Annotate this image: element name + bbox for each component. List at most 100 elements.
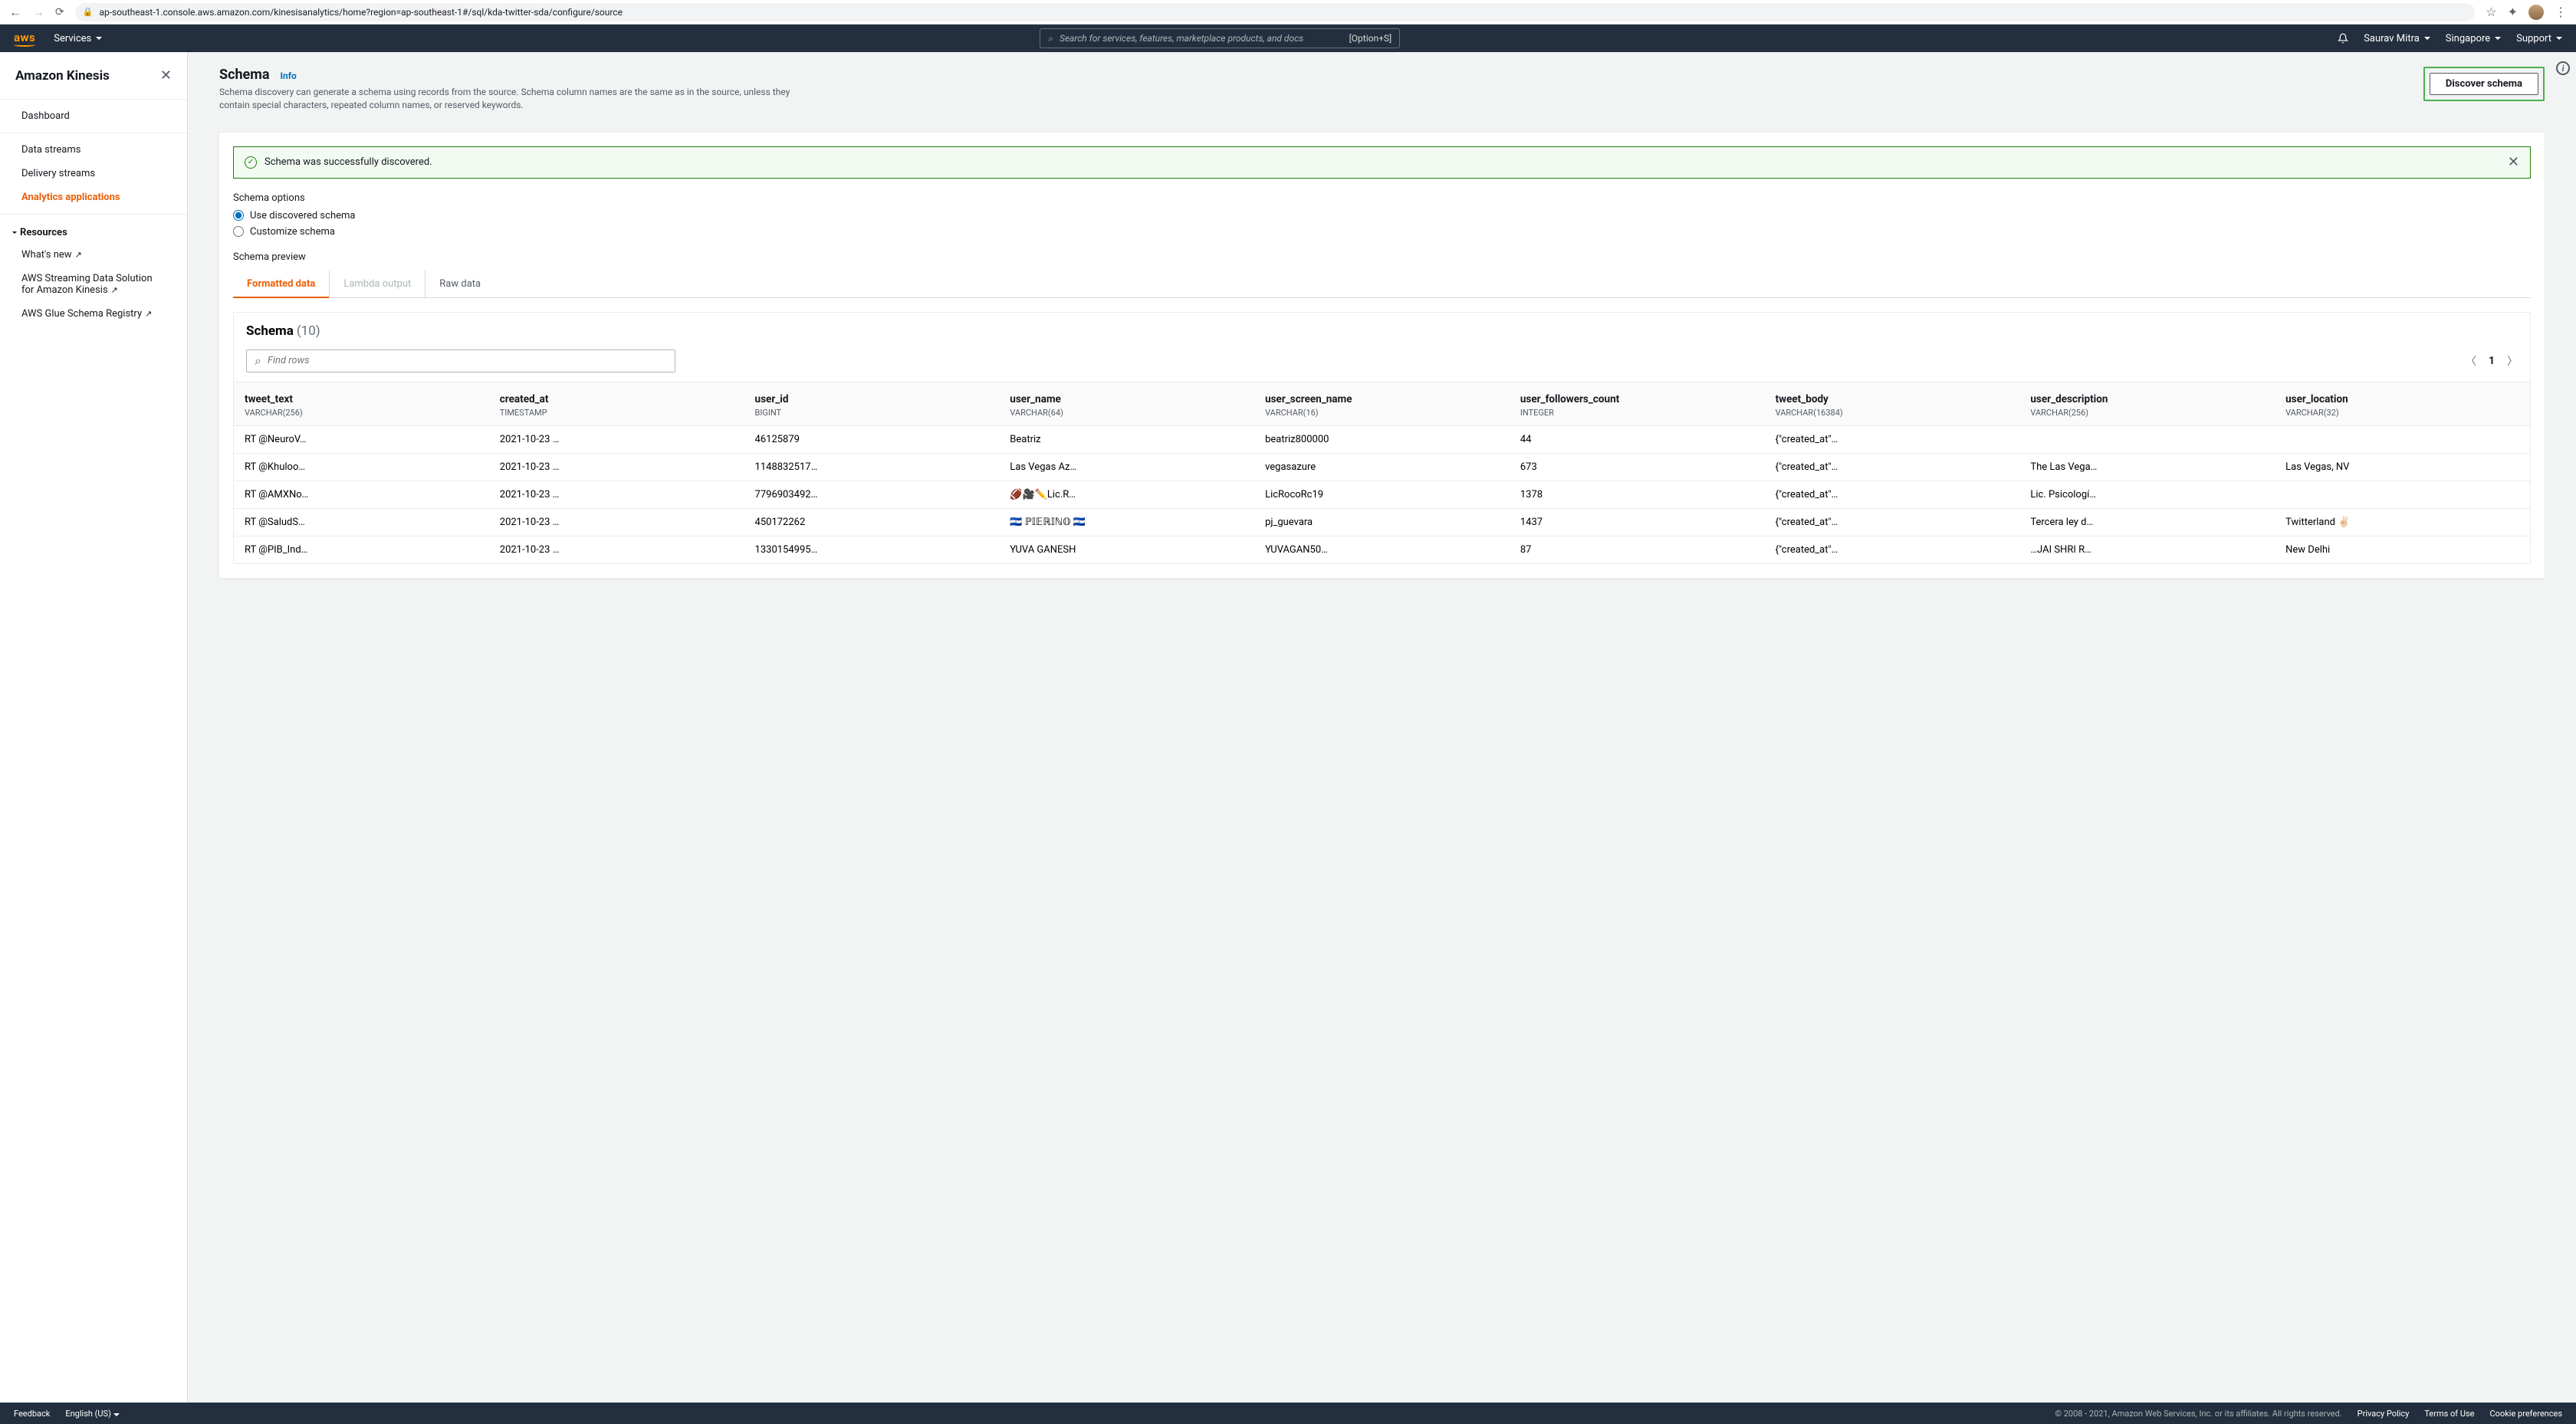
user-menu[interactable]: Saurav Mitra (2364, 33, 2430, 44)
table-row[interactable]: RT @NeuroV…2021-10-23 …46125879Beatrizbe… (234, 425, 2530, 453)
sidebar-close-icon[interactable]: ✕ (160, 67, 172, 84)
table-cell (2275, 481, 2530, 508)
external-link-icon: ↗ (75, 250, 82, 260)
region-menu[interactable]: Singapore (2446, 33, 2501, 44)
table-cell: 1148832517… (744, 453, 1000, 481)
table-cell: RT @SaludS… (234, 508, 489, 536)
column-header: user_screen_nameVARCHAR(16) (1254, 382, 1510, 425)
table-cell: 2021-10-23 … (489, 536, 744, 563)
schema-options-title: Schema options (233, 192, 2531, 204)
privacy-link[interactable]: Privacy Policy (2358, 1409, 2410, 1419)
page-prev-icon[interactable]: 〈 (2466, 353, 2476, 369)
cookies-link[interactable]: Cookie preferences (2490, 1409, 2562, 1419)
page-title: Schema (219, 67, 270, 83)
lock-icon: 🔒 (83, 7, 94, 17)
info-link[interactable]: Info (280, 71, 296, 81)
table-cell: beatriz800000 (1254, 425, 1510, 453)
banner-dismiss-icon[interactable]: ✕ (2508, 154, 2519, 170)
column-header: user_descriptionVARCHAR(256) (2019, 382, 2275, 425)
menu-icon[interactable]: ⋮ (2555, 5, 2567, 19)
copyright-text: © 2008 - 2021, Amazon Web Services, Inc.… (2055, 1409, 2341, 1419)
success-check-icon: ✓ (245, 156, 257, 169)
sidebar-resources-toggle[interactable]: Resources (0, 219, 187, 243)
sidebar-item-dashboard[interactable]: Dashboard (0, 104, 187, 128)
notifications-icon[interactable] (2338, 33, 2348, 44)
table-cell: {"created_at"… (1765, 536, 2020, 563)
column-header: user_idBIGINT (744, 382, 1000, 425)
sidebar-item-glue-registry[interactable]: AWS Glue Schema Registry↗ (0, 302, 187, 326)
star-icon[interactable]: ☆ (2486, 5, 2496, 19)
table-cell: New Delhi (2275, 536, 2530, 563)
table-cell: RT @PIB_Ind… (234, 536, 489, 563)
aws-logo[interactable]: aws (14, 31, 35, 47)
table-cell: RT @AMXNo… (234, 481, 489, 508)
table-row[interactable]: RT @AMXNo…2021-10-23 …7796903492…🏈🎥✏️Lic… (234, 481, 2530, 508)
tab-raw-data[interactable]: Raw data (425, 271, 495, 297)
preview-tabs: Formatted data Lambda output Raw data (233, 271, 2531, 298)
column-header: user_followers_countINTEGER (1510, 382, 1765, 425)
support-menu[interactable]: Support (2516, 33, 2562, 44)
table-cell: RT @Khuloo… (234, 453, 489, 481)
table-cell: RT @NeuroV… (234, 425, 489, 453)
radio-customize-input[interactable] (233, 226, 244, 237)
back-icon[interactable]: ← (9, 5, 21, 20)
table-row[interactable]: RT @SaludS…2021-10-23 …450172262🇸🇻 ℙ𝕀𝔼ℝ𝕀… (234, 508, 2530, 536)
radio-customize[interactable]: Customize schema (233, 226, 2531, 238)
url-bar[interactable]: 🔒 ap-southeast-1.console.aws.amazon.com/… (75, 3, 2476, 21)
table-cell: Tercera ley d… (2019, 508, 2275, 536)
table-row[interactable]: RT @PIB_Ind…2021-10-23 …1330154995…YUVA … (234, 536, 2530, 563)
feedback-link[interactable]: Feedback (14, 1409, 50, 1419)
table-cell: {"created_at"… (1765, 481, 2020, 508)
table-cell: 1330154995… (744, 536, 1000, 563)
sidebar-title: Amazon Kinesis (15, 68, 110, 84)
table-row[interactable]: RT @Khuloo…2021-10-23 …1148832517…Las Ve… (234, 453, 2530, 481)
aws-top-nav: aws Services ⌕ Search for services, feat… (0, 25, 2576, 52)
table-cell: Las Vegas Az… (999, 453, 1254, 481)
sidebar-item-streaming-solution[interactable]: AWS Streaming Data Solution for Amazon K… (0, 267, 187, 302)
find-rows-input[interactable] (268, 355, 667, 366)
tab-formatted-data[interactable]: Formatted data (233, 271, 329, 297)
table-cell: 🏈🎥✏️Lic.R… (999, 481, 1254, 508)
radio-use-discovered-input[interactable] (233, 210, 244, 221)
column-header: created_atTIMESTAMP (489, 382, 744, 425)
language-menu[interactable]: English (US) (65, 1409, 119, 1419)
global-search[interactable]: ⌕ Search for services, features, marketp… (1040, 28, 1400, 48)
table-cell: 87 (1510, 536, 1765, 563)
radio-use-discovered[interactable]: Use discovered schema (233, 210, 2531, 221)
table-cell: Lic. Psicologí… (2019, 481, 2275, 508)
table-count: (10) (297, 323, 320, 339)
profile-avatar[interactable] (2528, 5, 2544, 20)
column-header: tweet_textVARCHAR(256) (234, 382, 489, 425)
sidebar-item-delivery-streams[interactable]: Delivery streams (0, 162, 187, 185)
help-icon[interactable]: i (2556, 61, 2570, 75)
table-cell: YUVA GANESH (999, 536, 1254, 563)
sidebar-item-analytics[interactable]: Analytics applications (0, 185, 187, 209)
page-number: 1 (2489, 355, 2495, 367)
page-next-icon[interactable]: 〉 (2507, 353, 2518, 369)
table-cell: 450172262 (744, 508, 1000, 536)
table-cell: {"created_at"… (1765, 425, 2020, 453)
table-cell: 46125879 (744, 425, 1000, 453)
table-cell: pj_guevara (1254, 508, 1510, 536)
table-cell: 1437 (1510, 508, 1765, 536)
pagination: 〈 1 〉 (2466, 353, 2518, 369)
column-header: tweet_bodyVARCHAR(16384) (1765, 382, 2020, 425)
extension-icon[interactable]: ✦ (2508, 5, 2518, 19)
table-cell: 2021-10-23 … (489, 453, 744, 481)
sidebar-item-whats-new[interactable]: What's new↗ (0, 243, 187, 267)
schema-header: Schema Info Schema discovery can generat… (219, 66, 2545, 120)
services-menu[interactable]: Services (54, 33, 102, 44)
terms-link[interactable]: Terms of Use (2424, 1409, 2474, 1419)
column-header: user_nameVARCHAR(64) (999, 382, 1254, 425)
table-cell: Twitterland ✌🏻 (2275, 508, 2530, 536)
column-header: user_locationVARCHAR(32) (2275, 382, 2530, 425)
find-rows-box[interactable]: ⌕ (246, 349, 675, 372)
discover-schema-button[interactable]: Discover schema (2430, 73, 2538, 95)
table-cell: 1378 (1510, 481, 1765, 508)
main-content: i Schema Info Schema discovery can gener… (188, 52, 2576, 1403)
forward-icon[interactable]: → (32, 5, 44, 20)
table-cell: 2021-10-23 … (489, 425, 744, 453)
sidebar-item-data-streams[interactable]: Data streams (0, 138, 187, 162)
table-cell: {"created_at"… (1765, 508, 2020, 536)
reload-icon[interactable]: ⟳ (55, 6, 64, 18)
